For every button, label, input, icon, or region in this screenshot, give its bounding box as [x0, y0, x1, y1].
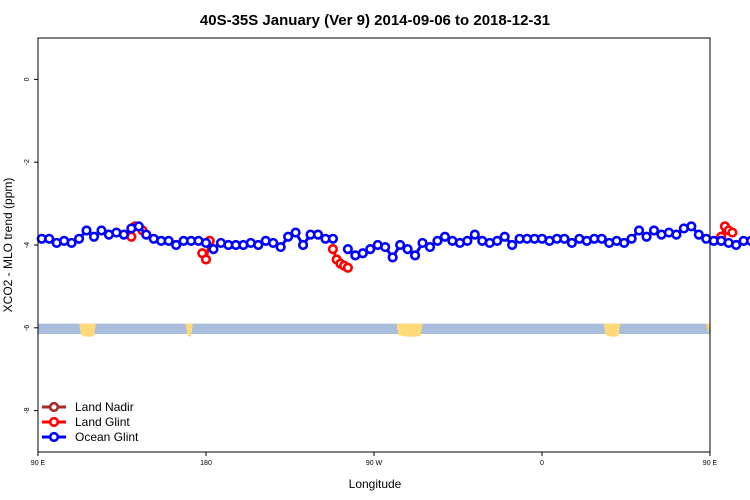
ocean-glint-point — [566, 237, 577, 249]
ocean-glint-point — [619, 237, 630, 249]
y-axis-label: XCO2 - MLO trend (ppm) — [1, 178, 15, 313]
ocean-glint-point — [409, 250, 421, 261]
ocean-glint-point — [118, 229, 129, 240]
ocean-glint-point — [275, 241, 286, 253]
ocean-glint-point — [73, 233, 85, 244]
land-ocean-band — [38, 323, 710, 337]
ocean-glint-point — [357, 248, 368, 259]
ocean-glint-point — [290, 227, 301, 238]
y-tick-label: -4 — [24, 242, 31, 248]
legend-entry-land-nadir: Land Nadir — [42, 400, 134, 414]
ocean-glint-point — [596, 233, 607, 244]
y-tick-label: 0 — [24, 77, 31, 81]
x-tick-label: 90 W — [366, 460, 383, 467]
y-axis: 0 -2 -4 -6 -8 — [24, 77, 38, 414]
ocean-glint-point — [731, 239, 742, 251]
ocean-glint-point — [432, 235, 443, 246]
ocean-glint-point — [44, 233, 55, 244]
landmass-australia-repeat — [603, 323, 621, 337]
landmass-australia — [79, 323, 96, 337]
ocean-glint-point — [297, 239, 309, 251]
ocean-glint-point — [671, 229, 682, 240]
x-axis: 90 E 180 90 W 0 90 E — [31, 452, 718, 467]
ocean-glint-point — [469, 229, 480, 240]
ocean-glint-point — [200, 237, 212, 249]
legend-label: Ocean Glint — [75, 430, 139, 444]
ocean-glint-point — [141, 229, 152, 240]
ocean-glint-point — [633, 225, 645, 236]
landmass-new-zealand-repeat — [706, 323, 710, 337]
ocean-glint-point — [507, 239, 518, 251]
landmass-new-zealand — [185, 323, 193, 337]
series-ocean-glint — [36, 221, 750, 263]
ocean-glint-point — [163, 235, 174, 246]
ocean-glint-point — [559, 233, 570, 244]
land-glint-point — [342, 262, 353, 273]
ocean-glint-point — [96, 225, 107, 236]
y-tick-label: -6 — [24, 325, 31, 331]
ocean-glint-point — [492, 235, 503, 246]
ocean-glint-point — [641, 231, 652, 242]
land-glint-point — [727, 227, 738, 238]
ocean-glint-point — [327, 233, 339, 244]
ocean-glint-point — [88, 231, 100, 242]
ocean-glint-point — [402, 244, 413, 255]
legend-entry-ocean-glint: Ocean Glint — [42, 430, 139, 444]
ocean-glint-point — [462, 235, 473, 246]
ocean-glint-point — [693, 229, 704, 240]
ocean-glint-point — [745, 235, 750, 246]
legend-label: Land Glint — [75, 415, 130, 429]
x-tick-label: 90 E — [31, 460, 46, 467]
ocean-band — [38, 323, 710, 335]
y-tick-label: -8 — [24, 407, 31, 413]
chart-title: 40S-35S January (Ver 9) 2014-09-06 to 20… — [200, 12, 550, 29]
ocean-glint-point — [312, 229, 324, 240]
ocean-glint-point — [208, 244, 219, 255]
ocean-glint-point — [424, 241, 436, 253]
ocean-glint-point — [439, 231, 451, 242]
ocean-glint-point — [342, 244, 353, 255]
y-tick-label: -2 — [24, 159, 31, 165]
landmass-south-america — [396, 323, 423, 337]
land-glint-point — [200, 254, 212, 265]
ocean-glint-point — [626, 233, 637, 244]
ocean-glint-point — [365, 244, 376, 255]
legend-swatch-marker — [48, 431, 60, 443]
ocean-glint-point — [387, 252, 398, 263]
ocean-glint-point — [66, 237, 77, 249]
x-axis-label: Longitude — [349, 477, 402, 491]
x-tick-label: 180 — [200, 460, 212, 467]
ocean-glint-point — [171, 239, 182, 251]
x-tick-label: 90 E — [703, 460, 718, 467]
ocean-glint-point — [268, 237, 279, 249]
ocean-glint-point — [253, 239, 264, 251]
land-glint-point — [327, 244, 339, 255]
ocean-glint-point — [686, 221, 697, 232]
ocean-glint-point — [380, 241, 391, 253]
ocean-glint-point — [395, 239, 406, 251]
legend-swatch-marker — [48, 416, 60, 428]
ocean-glint-point — [81, 225, 92, 236]
ocean-glint-point — [133, 221, 144, 232]
ocean-glint-point — [648, 225, 660, 236]
legend-entry-land-glint: Land Glint — [42, 415, 130, 429]
ocean-glint-point — [499, 231, 510, 242]
x-tick-label: 0 — [540, 460, 544, 467]
ocean-glint-point — [417, 237, 428, 249]
legend-label: Land Nadir — [75, 400, 134, 414]
legend-swatch-marker — [48, 401, 60, 413]
ocean-glint-point — [283, 231, 294, 242]
series-layer — [36, 221, 750, 273]
